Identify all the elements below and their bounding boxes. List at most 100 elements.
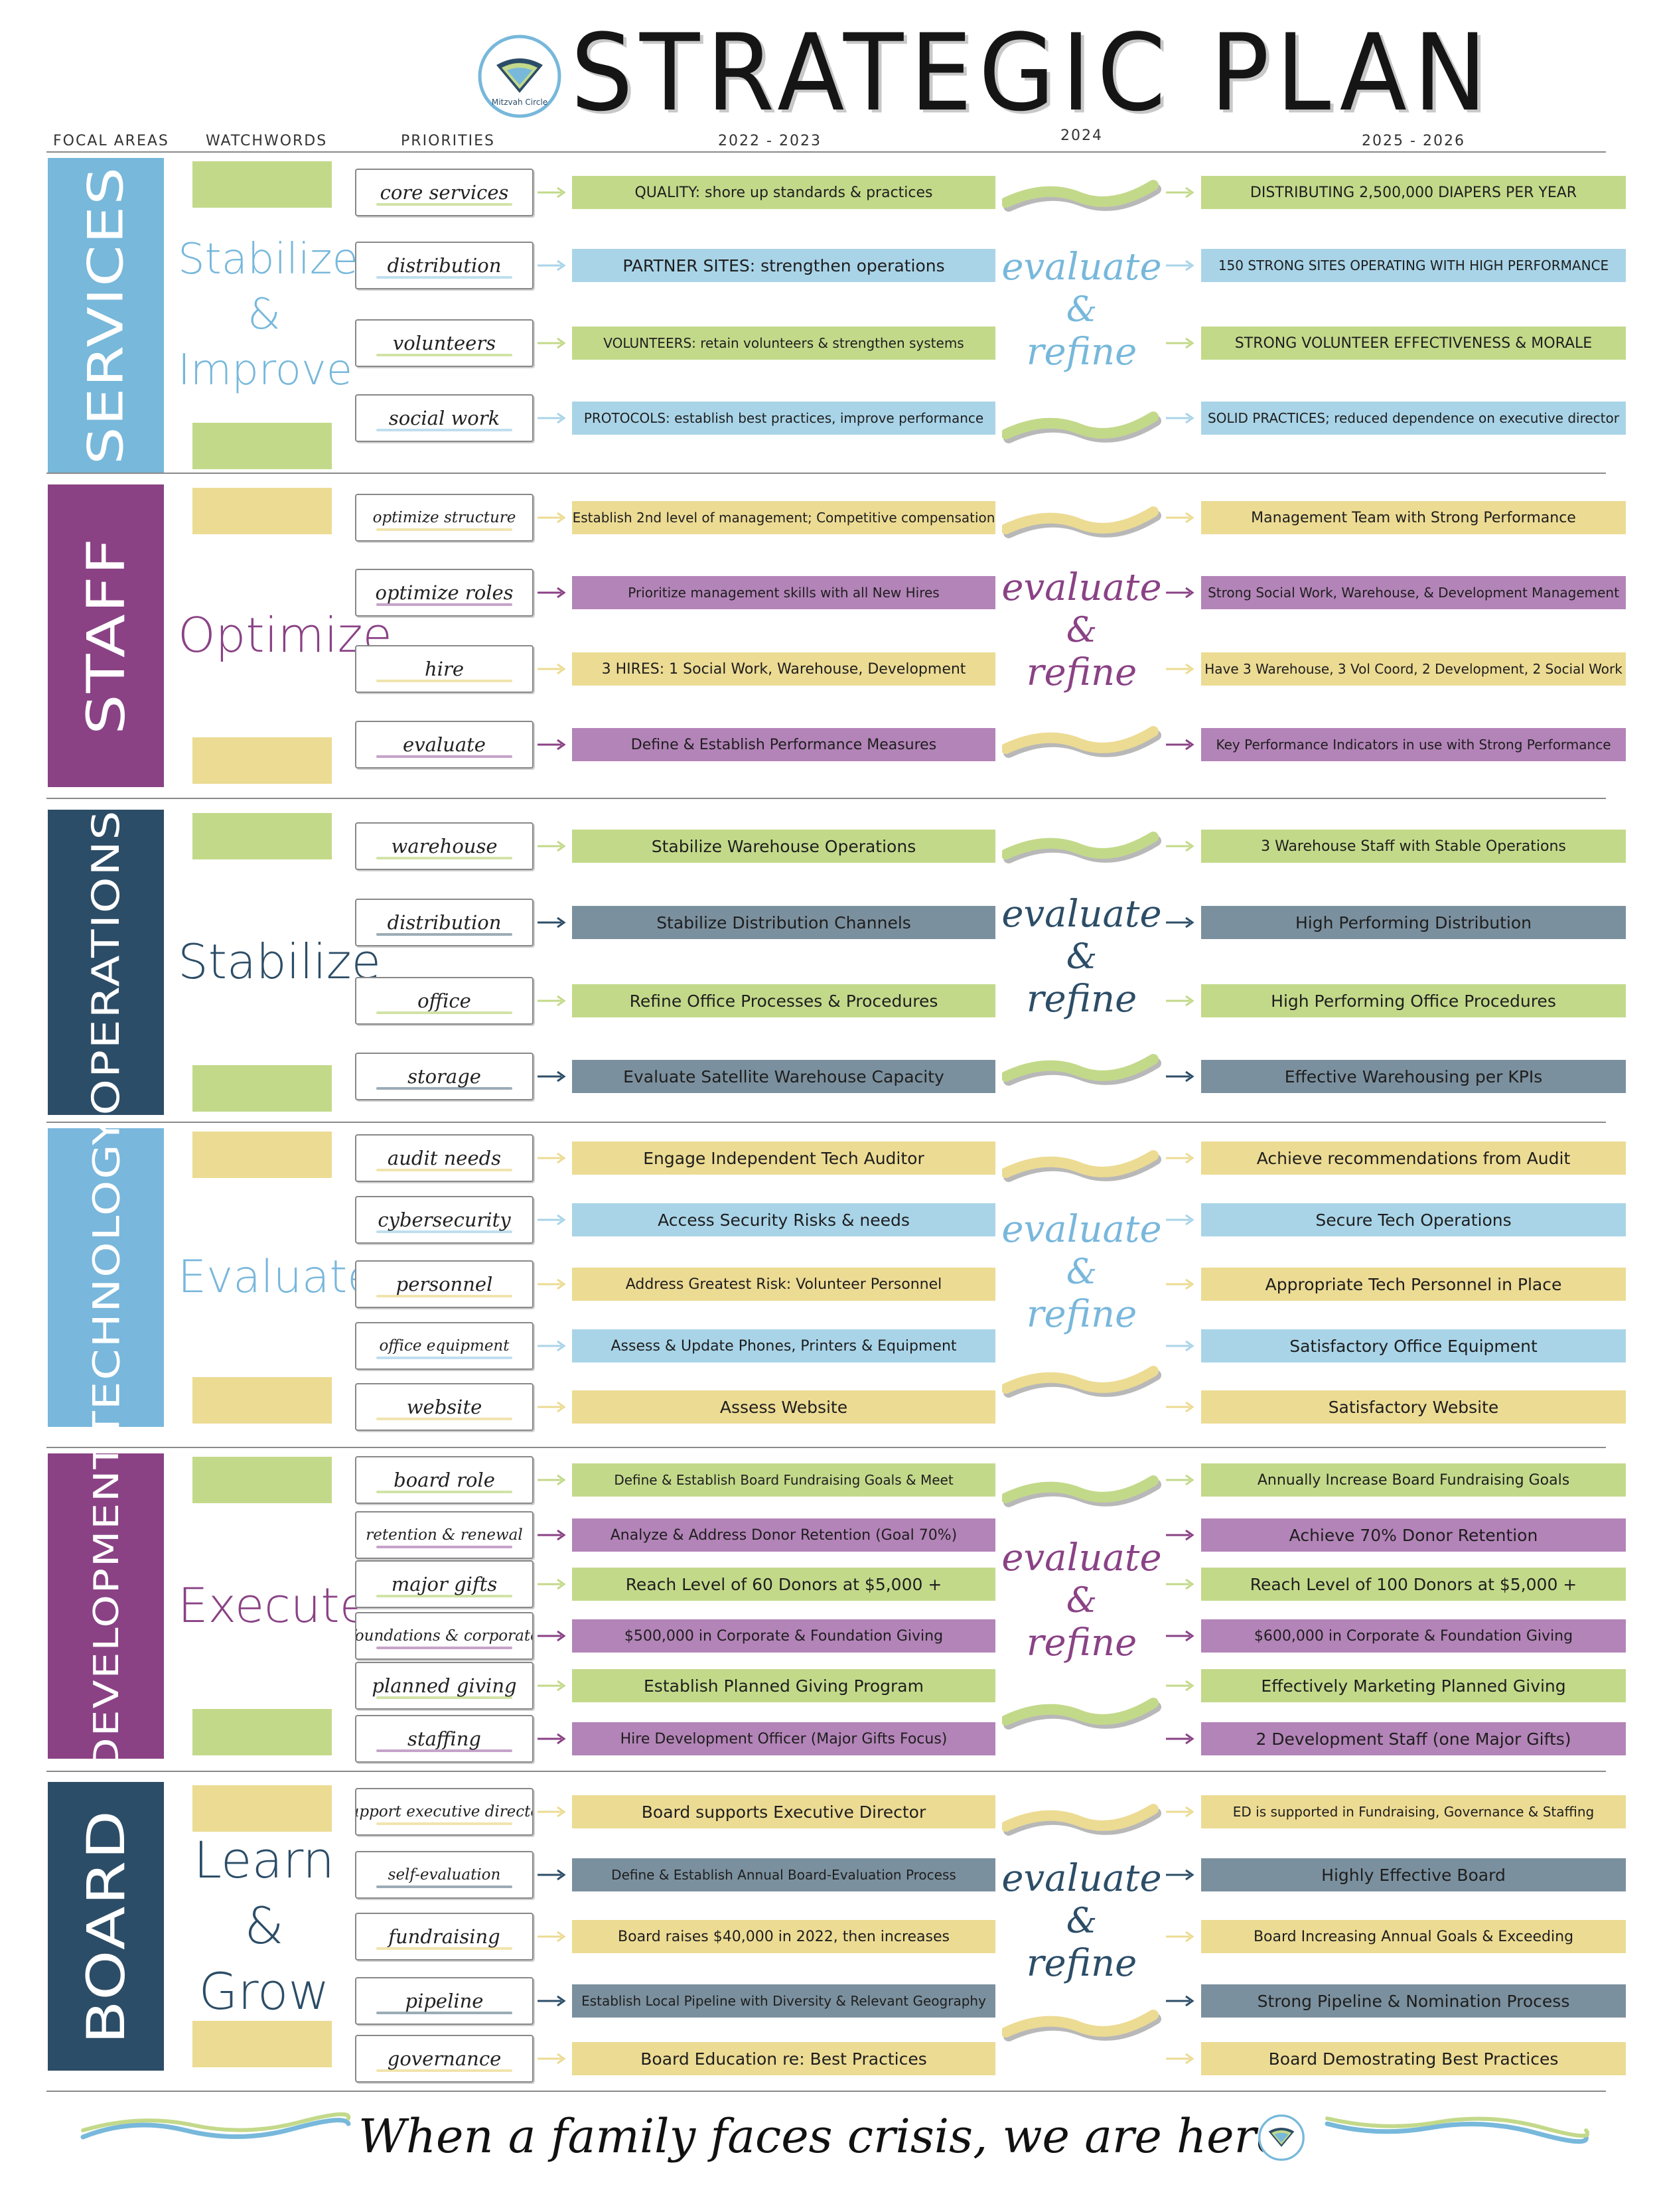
watchword-block-top <box>192 1785 332 1832</box>
swoosh-bottom <box>1002 1054 1161 1086</box>
column-header-2025-2026: 2025 - 2026 <box>1362 133 1465 149</box>
arrow-icon <box>1166 587 1194 599</box>
priority-label: support executive director <box>356 1803 532 1820</box>
goal-2022-2023: Board raises $40,000 in 2022, then incre… <box>572 1920 995 1953</box>
priority-box: optimize structure <box>355 494 534 542</box>
evaluate-word: evaluate <box>1001 1536 1162 1580</box>
watchword-line: Optimize <box>178 607 392 664</box>
arrow-icon <box>1166 1869 1194 1881</box>
goal-2022-2023: Establish Local Pipeline with Diversity … <box>572 1984 995 2018</box>
evaluate-refine: evaluate & refine <box>995 1860 1168 1982</box>
goal-2025-2026: Effective Warehousing per KPIs <box>1201 1060 1626 1093</box>
priority-underline <box>376 1087 512 1090</box>
goal-2022-2023: Engage Independent Tech Auditor <box>572 1142 995 1175</box>
arrow-icon <box>538 1474 566 1486</box>
arrow-icon <box>1166 1070 1194 1082</box>
goal-2025-2026: Effectively Marketing Planned Giving <box>1201 1669 1626 1702</box>
priority-underline <box>376 1011 512 1014</box>
watchword: Stabilize & Improve <box>178 232 358 398</box>
footer-tagline: When a family faces crisis, we are here. <box>358 2109 1299 2164</box>
focal-area-development: DEVELOPMENT <box>48 1453 164 1759</box>
arrow-icon <box>1166 412 1194 424</box>
goal-2022-2023: Stabilize Warehouse Operations <box>572 830 995 863</box>
watchword-line: Grow <box>198 1961 330 2021</box>
priority-label: audit needs <box>387 1147 502 1169</box>
swoosh-bottom <box>1002 2010 1161 2041</box>
priority-box: office equipment <box>355 1322 534 1370</box>
priority-underline <box>376 1647 512 1649</box>
arrow-icon <box>1166 1401 1194 1413</box>
arrow-icon <box>1166 1474 1194 1486</box>
priority-label: social work <box>388 407 500 429</box>
arrow-icon <box>538 663 566 675</box>
swoosh-bottom <box>1002 1698 1161 1730</box>
arrow-icon <box>1166 1680 1194 1692</box>
priority-label: website <box>406 1396 482 1418</box>
goal-2022-2023: Analyze & Address Donor Retention (Goal … <box>572 1518 995 1552</box>
arrow-icon <box>538 840 566 852</box>
goal-2025-2026: Board Demostrating Best Practices <box>1201 2042 1626 2075</box>
arrow-icon <box>1166 917 1194 928</box>
watchword: Stabilize <box>178 931 381 994</box>
section-rule <box>46 1447 1606 1448</box>
priority-label: warehouse <box>391 835 498 857</box>
evaluate-word: refine <box>1026 331 1137 374</box>
goal-2022-2023: Assess Website <box>572 1390 995 1424</box>
priority-box: audit needs <box>355 1134 534 1182</box>
priority-box: staffing <box>355 1715 534 1763</box>
arrow-icon <box>538 1214 566 1226</box>
priority-label: staffing <box>407 1728 481 1750</box>
goal-2025-2026: SOLID PRACTICES; reduced dependence on e… <box>1201 402 1626 435</box>
watchword-block-bottom <box>192 2021 332 2067</box>
watchword-block-bottom <box>192 423 332 469</box>
goal-2025-2026: Appropriate Tech Personnel in Place <box>1201 1268 1626 1301</box>
priority-box: pipeline <box>355 1977 534 2025</box>
arrow-icon <box>538 1680 566 1692</box>
swoosh-bottom <box>1002 726 1161 758</box>
goal-2022-2023: Evaluate Satellite Warehouse Capacity <box>572 1060 995 1093</box>
watchword-line: Improve <box>178 345 353 395</box>
priority-underline <box>376 1546 512 1548</box>
arrow-icon <box>538 1070 566 1082</box>
watchword-line: Stabilize <box>178 235 358 285</box>
goal-2022-2023: 3 HIRES: 1 Social Work, Warehouse, Devel… <box>572 652 995 686</box>
priority-underline <box>376 755 512 758</box>
priority-underline <box>376 1295 512 1297</box>
priority-box: warehouse <box>355 822 534 870</box>
goal-2025-2026: Highly Effective Board <box>1201 1858 1626 1891</box>
focal-area-staff: STAFF <box>48 484 164 787</box>
arrow-icon <box>538 1931 566 1943</box>
evaluate-word: refine <box>1026 651 1137 694</box>
goal-2025-2026: Satisfactory Office Equipment <box>1201 1329 1626 1363</box>
evaluate-ampersand: & <box>1066 937 1098 977</box>
watchword-line: & <box>244 1896 284 1956</box>
watchword-line: Stabilize <box>178 934 381 990</box>
priority-label: fundraising <box>388 1925 500 1948</box>
arrow-icon <box>538 2053 566 2065</box>
arrow-icon <box>1166 1578 1194 1590</box>
watchword: Execute <box>178 1575 369 1637</box>
priority-box: planned giving <box>355 1662 534 1710</box>
priority-label: optimize structure <box>372 509 516 526</box>
column-header-2024: 2024 <box>1060 127 1103 144</box>
focal-area-services: SERVICES <box>48 158 164 473</box>
priority-box: support executive director <box>355 1788 534 1836</box>
priority-underline <box>376 276 512 279</box>
logo-text: Mitzvah Circle <box>492 98 547 107</box>
priority-label: storage <box>407 1065 481 1088</box>
priority-underline <box>376 1230 512 1233</box>
arrow-icon <box>538 1278 566 1290</box>
priority-underline <box>376 1947 512 1950</box>
evaluate-refine: evaluate & refine <box>995 1211 1168 1333</box>
watchword-block-bottom <box>192 1065 332 1112</box>
priority-box: major gifts <box>355 1560 534 1608</box>
priority-label: self-evaluation <box>388 1866 501 1883</box>
watchword-line: Evaluate <box>178 1250 376 1303</box>
goal-2025-2026: Achieve recommendations from Audit <box>1201 1142 1626 1175</box>
goal-2025-2026: Board Increasing Annual Goals & Exceedin… <box>1201 1920 1626 1953</box>
goal-2022-2023: Board supports Executive Director <box>572 1795 995 1828</box>
priority-label: planned giving <box>372 1674 517 1697</box>
priority-box: retention & renewal <box>355 1511 534 1559</box>
goal-2022-2023: Prioritize management skills with all Ne… <box>572 576 995 609</box>
evaluate-word: refine <box>1026 978 1137 1021</box>
